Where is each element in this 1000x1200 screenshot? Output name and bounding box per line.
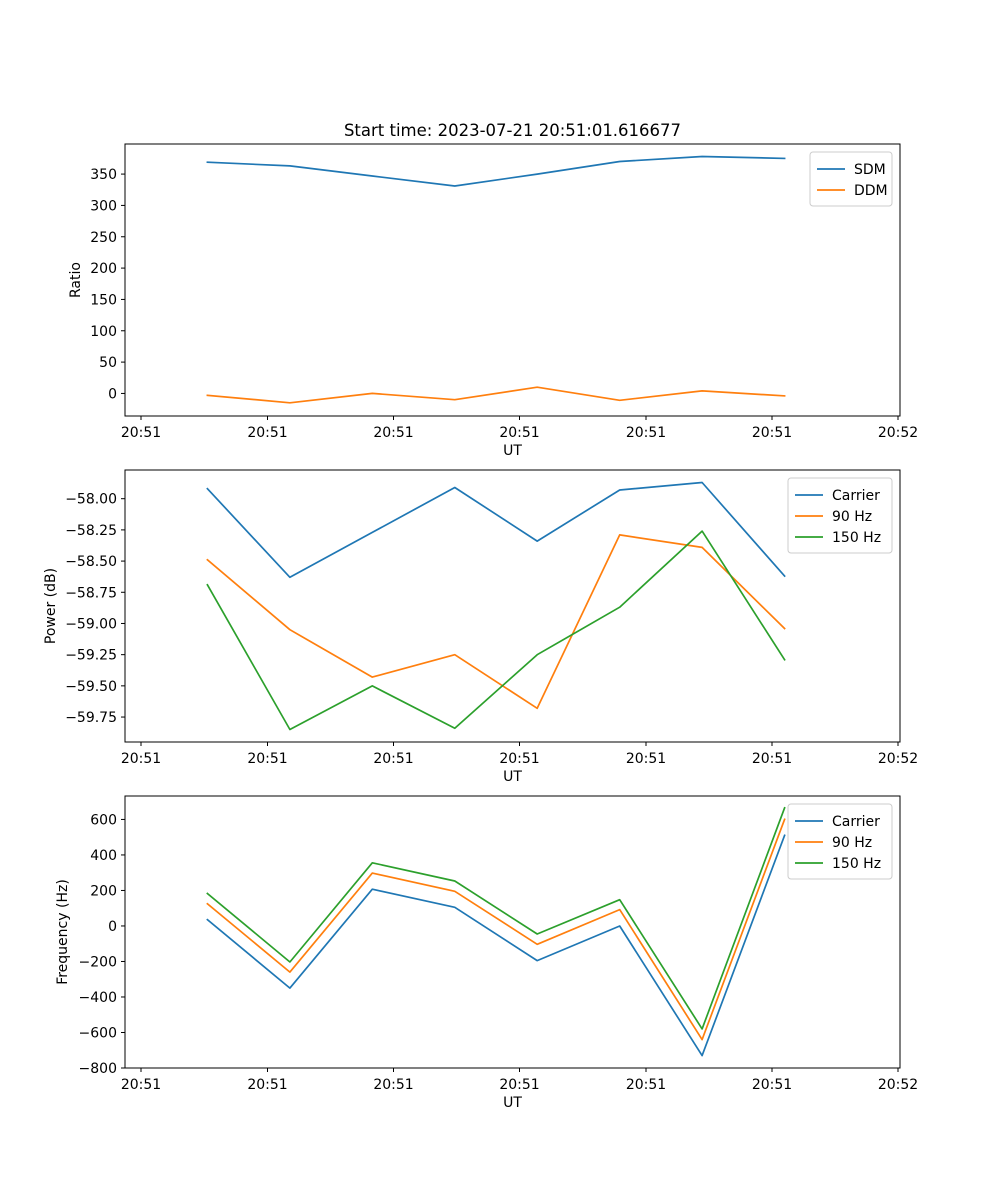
y-tick-label: 0 [108, 919, 117, 935]
y-tick-label: 400 [90, 848, 117, 864]
x-tick-label: 20:52 [878, 751, 918, 767]
axes-frame [124, 469, 901, 743]
legend-box [787, 477, 893, 554]
y-axis-label: Power (dB) [43, 568, 59, 644]
y-tick-label: −59.25 [65, 648, 117, 664]
y-tick-label: −400 [79, 990, 117, 1006]
x-axis-label: UT [503, 443, 522, 459]
x-tick-label: 20:51 [121, 751, 161, 767]
y-tick-label: −58.75 [65, 585, 117, 601]
y-tick-label: −600 [79, 1025, 117, 1041]
legend: SDM DDM [809, 151, 893, 207]
x-tick-label: 20:51 [499, 425, 539, 441]
legend-box [809, 151, 893, 207]
legend-entry-label: DDM [854, 183, 888, 199]
y-tick-label: −59.00 [65, 616, 117, 632]
x-axis-label: UT [503, 1095, 522, 1111]
y-tick-label: 50 [99, 355, 117, 371]
x-tick-label: 20:51 [373, 425, 413, 441]
x-tick-label: 20:52 [878, 1077, 918, 1093]
legend-entry-label: SDM [854, 162, 886, 178]
series-line-150-hz [206, 530, 786, 731]
y-tick-label: −200 [79, 954, 117, 970]
series-line-90-hz [206, 534, 786, 710]
legend-entry-label: 150 Hz [832, 856, 881, 872]
y-tick-label: −59.75 [65, 710, 117, 726]
x-tick-label: 20:51 [499, 1077, 539, 1093]
x-tick-label: 20:51 [752, 425, 792, 441]
y-tick-label: −59.50 [65, 679, 117, 695]
legend-box [787, 803, 893, 880]
x-tick-label: 20:51 [499, 751, 539, 767]
series-line-sdm [206, 155, 786, 187]
x-tick-label: 20:51 [247, 1077, 287, 1093]
y-tick-label: −800 [79, 1061, 117, 1077]
x-tick-label: 20:51 [626, 425, 666, 441]
panel-2: 20:51 20:51 20:51 20:51 20:51 20:51 20:52 −59.7… [43, 469, 918, 785]
y-tick-label: 0 [108, 386, 117, 402]
y-tick-label: 200 [90, 883, 117, 899]
y-tick-label: 200 [90, 261, 117, 277]
chart-title: Start time: 2023-07-21 20:51:01.616677 [344, 121, 681, 140]
legend-entry-label: 90 Hz [832, 509, 872, 525]
x-tick-label: 20:52 [878, 425, 918, 441]
x-tick-label: 20:51 [373, 1077, 413, 1093]
y-tick-label: 300 [90, 198, 117, 214]
y-tick-label: 600 [90, 812, 117, 828]
y-tick-label: −58.00 [65, 492, 117, 508]
legend-entry-label: 90 Hz [832, 835, 872, 851]
x-tick-label: 20:51 [247, 425, 287, 441]
panels: 20:51 20:51 20:51 20:51 20:51 20:51 20:52 0 50 10… [43, 143, 918, 1111]
x-tick-label: 20:51 [373, 751, 413, 767]
series-line-150-hz [206, 806, 786, 1030]
x-tick-label: 20:51 [121, 425, 161, 441]
series-line-carrier [206, 834, 786, 1057]
y-axis-label: Frequency (Hz) [55, 879, 71, 985]
x-tick-label: 20:51 [247, 751, 287, 767]
legend-entry-label: Carrier [832, 814, 880, 830]
series-line-ddm [206, 386, 786, 404]
legend-entry-label: Carrier [832, 488, 880, 504]
y-tick-label: 250 [90, 230, 117, 246]
series-line-carrier [206, 481, 786, 579]
y-tick-label: 100 [90, 324, 117, 340]
series-line-90-hz [206, 818, 786, 1041]
y-tick-label: 350 [90, 167, 117, 183]
y-tick-label: 150 [90, 292, 117, 308]
x-tick-label: 20:51 [752, 751, 792, 767]
legend-entry-label: 150 Hz [832, 530, 881, 546]
y-tick-label: −58.25 [65, 523, 117, 539]
panel-1: 20:51 20:51 20:51 20:51 20:51 20:51 20:52 0 50 10… [68, 143, 918, 459]
legend: Carrier 90 Hz 150 Hz [787, 477, 893, 554]
y-tick-label: −58.50 [65, 554, 117, 570]
panel-3: 20:51 20:51 20:51 20:51 20:51 20:51 20:52 −800 −… [55, 795, 918, 1111]
axes-frame [124, 143, 901, 417]
y-axis-label: Ratio [68, 262, 84, 298]
axes-frame [124, 795, 901, 1069]
x-axis-label: UT [503, 769, 522, 785]
x-tick-label: 20:51 [626, 751, 666, 767]
x-tick-label: 20:51 [752, 1077, 792, 1093]
x-tick-label: 20:51 [626, 1077, 666, 1093]
legend: Carrier 90 Hz 150 Hz [787, 803, 893, 880]
x-tick-label: 20:51 [121, 1077, 161, 1093]
